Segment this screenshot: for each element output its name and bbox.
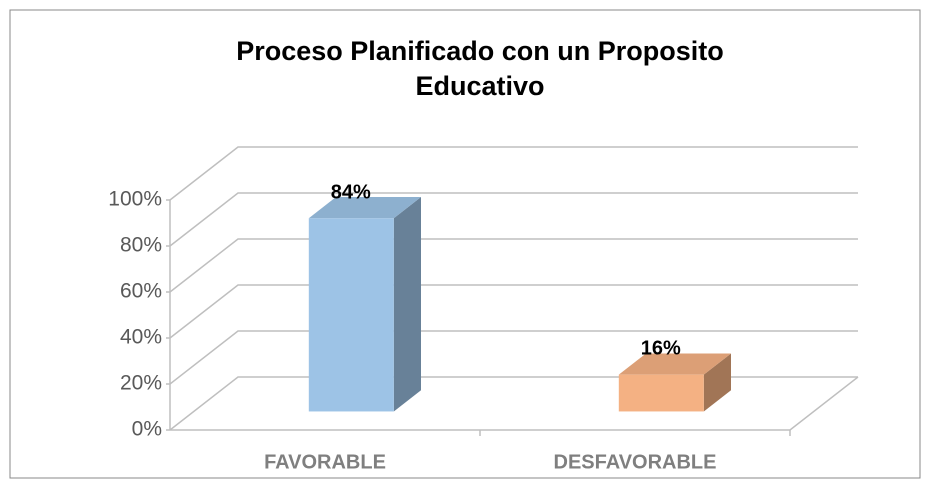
y-tick-label: 80%	[120, 234, 162, 257]
y-tick-label: 100%	[108, 188, 162, 211]
bar-front	[618, 374, 704, 412]
y-tick-label: 40%	[120, 326, 162, 349]
bar-front	[308, 218, 394, 412]
y-tick-label: 0%	[132, 418, 162, 441]
y-tick-label: 60%	[120, 280, 162, 303]
bar-side	[393, 197, 421, 412]
chart-frame	[9, 9, 921, 479]
grid-line	[169, 192, 858, 247]
grid-line	[169, 146, 858, 201]
bar	[308, 197, 421, 412]
y-tick-label: 20%	[120, 372, 162, 395]
bar-top	[618, 353, 731, 375]
grid-line	[169, 330, 858, 385]
grid-line	[169, 284, 858, 339]
bar	[618, 353, 731, 412]
grid-line	[169, 238, 858, 293]
bar-side	[703, 353, 731, 412]
data-label: 84%	[331, 181, 371, 203]
bar-top	[308, 197, 421, 219]
x-tick-label: DESFAVORABLE	[554, 451, 717, 473]
chart-title: Proceso Planificado con un Proposito	[236, 36, 724, 66]
data-label: 16%	[641, 338, 681, 360]
x-tick-label: FAVORABLE	[264, 451, 386, 473]
chart-title: Educativo	[415, 71, 544, 101]
